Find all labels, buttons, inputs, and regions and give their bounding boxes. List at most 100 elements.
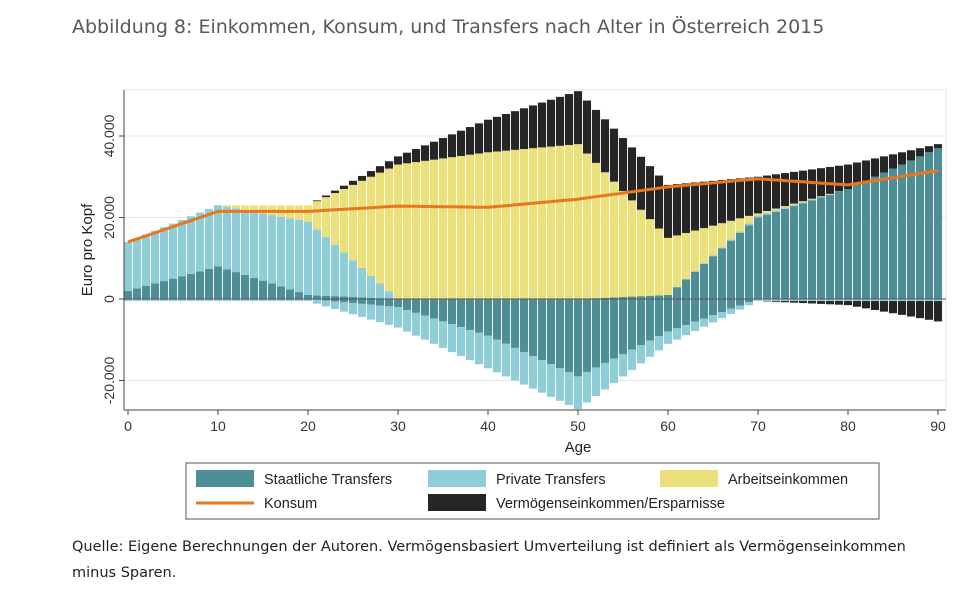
legend-label-konsum: Konsum (264, 496, 317, 512)
y-tick-label: 0 (101, 295, 117, 303)
bar-staatliche (348, 296, 358, 299)
bar-staatliche-negative (393, 299, 403, 308)
bar-private (375, 283, 385, 299)
bar-arbeit (609, 181, 619, 298)
bar-private (285, 218, 295, 290)
bar-vermoegen-negative (888, 301, 898, 314)
bar-private-negative (852, 299, 862, 302)
bar-private-negative (447, 324, 457, 352)
x-tick-label: 0 (124, 418, 132, 434)
bar-vermoegen-negative (861, 301, 871, 309)
bar-vermoegen (780, 173, 790, 207)
axes-layer: 0 10 20 30 40 50 60 70 80 90 -20.000 0 20.000 40.000 A… (79, 90, 946, 456)
bar-vermoegen-negative (789, 301, 799, 303)
bar-private-negative (393, 307, 403, 328)
bar-vermoegen (789, 171, 799, 204)
bar-arbeit (510, 149, 520, 299)
bar-vermoegen (429, 141, 439, 160)
bar-staatliche (141, 285, 151, 299)
bar-private-negative (303, 299, 313, 302)
bar-private-negative (429, 318, 439, 344)
bar-staatliche (231, 272, 241, 299)
bar-private-negative (474, 332, 484, 365)
bar-vermoegen (726, 179, 736, 221)
legend: Staatliche Transfers Private Transfers Arb… (185, 462, 880, 520)
bar-arbeit (321, 197, 331, 238)
bar-arbeit (816, 196, 826, 197)
bar-vermoegen (573, 91, 583, 145)
bar-staatliche (672, 287, 682, 299)
bar-private (384, 291, 394, 299)
bar-staatliche-negative (708, 299, 718, 316)
bar-private (186, 216, 196, 274)
bar-private (249, 211, 259, 278)
bar-private (348, 260, 358, 297)
bar-private-negative (267, 299, 277, 302)
bar-staatliche (690, 271, 700, 299)
bar-arbeit (465, 154, 475, 299)
bar-vermoegen (465, 127, 475, 155)
bar-vermoegen (681, 183, 691, 233)
bar-vermoegen (366, 171, 376, 177)
bar-vermoegen (771, 174, 781, 209)
bar-staatliche-negative (735, 299, 745, 306)
bar-private-negative (276, 299, 286, 302)
bar-staatliche (132, 288, 142, 299)
bar-vermoegen (420, 145, 430, 161)
bar-staatliche (933, 148, 943, 299)
bar-private-negative (321, 300, 331, 307)
bar-vermoegen (672, 184, 682, 236)
bar-private (753, 215, 763, 218)
x-tick-label: 20 (300, 418, 316, 434)
bar-private-negative (618, 354, 628, 377)
bar-staatliche-negative (717, 299, 727, 313)
bar-vermoegen-negative (798, 301, 808, 304)
figure-title: Abbildung 8: Einkommen, Konsum, und Tran… (72, 16, 825, 38)
bar-private-negative (600, 362, 610, 390)
bar-staatliche (600, 297, 610, 299)
bar-private (168, 223, 178, 279)
bar-vermoegen (870, 158, 880, 177)
bar-arbeit (492, 151, 502, 299)
bar-staatliche-negative (564, 299, 574, 373)
bar-private (213, 205, 223, 267)
bar-private-negative (888, 299, 898, 302)
bar-vermoegen (600, 119, 610, 173)
bar-staatliche-negative (357, 299, 367, 304)
bar-staatliche-negative (411, 299, 421, 313)
bar-staatliche-negative (546, 299, 556, 365)
bar-vermoegen (501, 113, 511, 151)
bar-arbeit (348, 184, 358, 261)
bar-private-negative (933, 299, 943, 302)
bar-private-negative (132, 299, 142, 302)
bar-arbeit (258, 205, 268, 214)
bar-staatliche-negative (339, 299, 349, 303)
bar-vermoegen (852, 162, 862, 185)
bar-vermoegen (690, 182, 700, 231)
bar-staatliche-negative (537, 299, 547, 361)
bar-arbeit (375, 172, 385, 284)
bar-private (294, 219, 304, 293)
bar-arbeit (789, 203, 799, 205)
bar-arbeit (798, 201, 808, 203)
bar-arbeit (645, 219, 655, 296)
bar-vermoegen-negative (843, 301, 853, 306)
bar-arbeit (312, 201, 322, 230)
legend-swatch-private (428, 470, 486, 487)
bar-staatliche (762, 214, 772, 299)
bar-staatliche (789, 206, 799, 299)
bar-private (789, 204, 799, 207)
bar-arbeit (438, 158, 448, 299)
bar-arbeit (366, 176, 376, 276)
bar-private-negative (366, 304, 376, 320)
bar-vermoegen-negative (897, 301, 907, 315)
bar-staatliche (924, 152, 934, 299)
bar-staatliche-negative (573, 299, 583, 377)
bar-private-negative (420, 315, 430, 340)
bar-staatliche (222, 269, 232, 299)
y-tick-label: 40.000 (101, 114, 117, 157)
bar-staatliche (159, 281, 169, 299)
bar-vermoegen-negative (870, 301, 880, 311)
bar-private-negative (375, 305, 385, 323)
bar-vermoegen (375, 166, 385, 173)
